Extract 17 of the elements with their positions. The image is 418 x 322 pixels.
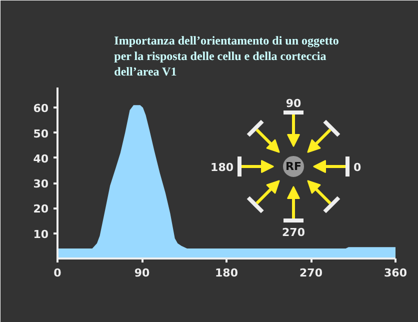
- x-tick-label: 0: [54, 266, 62, 280]
- annotation: 180: [210, 161, 234, 174]
- annotation: 270: [282, 226, 306, 239]
- y-tick-label: 30: [33, 178, 49, 191]
- y-tick-label: 20: [33, 202, 49, 216]
- x-tick-label: 360: [384, 266, 408, 280]
- annotation: 90: [286, 97, 302, 110]
- x-tick-label: 180: [215, 266, 238, 280]
- y-tick-label: 40: [33, 152, 49, 166]
- chart-title: Importanza dell’orientamento di un oggetto per la risposta delle cellu e della corteccia dell’area V1: [114, 34, 339, 78]
- x-tick-label: 270: [300, 266, 323, 280]
- x-tick-label: 90: [134, 266, 150, 280]
- y-tick-label: 50: [33, 127, 49, 140]
- y-tick-label: 60: [33, 102, 49, 116]
- y-tick-label: 10: [33, 228, 49, 241]
- annotation: 0: [354, 161, 362, 174]
- annotation: RF: [286, 160, 302, 173]
